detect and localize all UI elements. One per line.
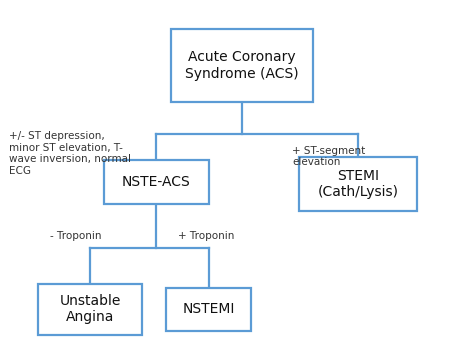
Text: +/- ST depression,
minor ST elevation, T-
wave inversion, normal
ECG: +/- ST depression, minor ST elevation, T…: [9, 131, 131, 176]
FancyBboxPatch shape: [299, 157, 417, 211]
FancyBboxPatch shape: [38, 284, 142, 335]
Text: + Troponin: + Troponin: [178, 231, 234, 241]
Text: NSTEMI: NSTEMI: [182, 302, 235, 316]
FancyBboxPatch shape: [166, 288, 251, 331]
Text: NSTE-ACS: NSTE-ACS: [122, 175, 191, 189]
FancyBboxPatch shape: [104, 160, 209, 204]
Text: Acute Coronary
Syndrome (ACS): Acute Coronary Syndrome (ACS): [185, 51, 299, 80]
Text: STEMI
(Cath/Lysis): STEMI (Cath/Lysis): [318, 169, 398, 199]
FancyBboxPatch shape: [171, 29, 313, 102]
Text: Unstable
Angina: Unstable Angina: [59, 294, 121, 324]
Text: + ST-segment
elevation: + ST-segment elevation: [292, 146, 366, 167]
Text: - Troponin: - Troponin: [50, 231, 102, 241]
